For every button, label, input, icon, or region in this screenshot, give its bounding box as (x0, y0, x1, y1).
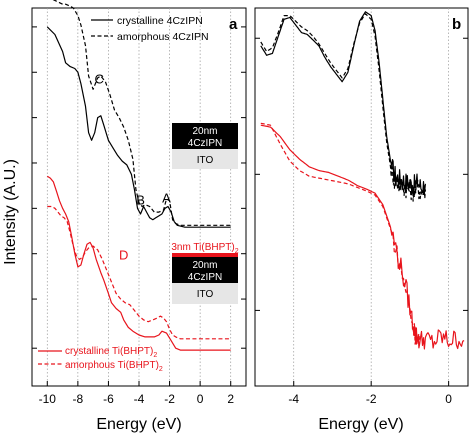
panel-b-series-crystalline-ti-bhpt-2 (260, 124, 465, 350)
annotation-c: C (95, 72, 104, 87)
panel-b-series-crystalline-4czipn (260, 11, 426, 196)
legend-bottom: crystalline Ti(BHPT)2 amorphous Ti(BHPT)… (38, 346, 163, 373)
stack2-4czipn-layer (172, 257, 238, 283)
panel-b-x-tick-labels: -4 -2 0 (288, 392, 452, 406)
panel-a: -10 -8 -6 -4 -2 0 2 Energy (eV) a crystalline … (31, 0, 247, 433)
panel-a-x-tick-label: -2 (164, 392, 175, 406)
stack1-4czipn-material: 4CzIPN (188, 138, 222, 149)
panel-b-gridlines (293, 8, 449, 386)
stack1-4czipn-thickness: 20nm (192, 126, 217, 137)
legend-top: crystalline 4CzIPN amorphous 4CzIPN (91, 15, 209, 43)
legend-label-crystalline-4czipn: crystalline 4CzIPN (117, 15, 203, 27)
panel-a-annotations: A B C D (95, 72, 172, 263)
panel-a-x-tick-label: -10 (39, 392, 57, 406)
panel-b-x-tick-label: -4 (288, 392, 299, 406)
panel-a-x-tick-labels: -10 -8 -6 -4 -2 0 2 (39, 392, 235, 406)
shared-y-axis-label: Intensity (A.U.) (2, 159, 19, 265)
panel-a-series-amorphous-4czipn (52, 0, 231, 226)
legend-label-amorphous-tibhpt: amorphous Ti(BHPT)2 (65, 360, 163, 373)
panel-b-series (260, 11, 465, 350)
panel-a-x-tick-label: -6 (103, 392, 114, 406)
stack2-tibhpt-layer (172, 253, 238, 257)
stack2-ito-label: ITO (197, 289, 214, 300)
panel-b-series-amorphous-4czipn (260, 13, 426, 202)
device-stack-1: 20nm 4CzIPN ITO (172, 123, 238, 169)
annotation-d: D (119, 247, 128, 262)
panel-a-series-crystalline-4czipn (46, 26, 231, 228)
stack2-4czipn-material: 4CzIPN (188, 272, 222, 283)
panel-b-ticks (255, 37, 468, 386)
panel-a-x-tick-label: 0 (197, 392, 204, 406)
panel-b-x-tick-label: 0 (445, 392, 452, 406)
device-stack-2: 3nm Ti(BHPT)2 20nm 4CzIPN ITO (171, 242, 239, 304)
panel-a-ticks (32, 26, 246, 386)
stack2-4czipn-thickness: 20nm (192, 260, 217, 271)
legend-label-crystalline-tibhpt: crystalline Ti(BHPT)2 (65, 346, 157, 359)
legend-label-amorphous-4czipn: amorphous 4CzIPN (117, 31, 209, 43)
panel-b-x-axis-label: Energy (eV) (318, 416, 403, 433)
panel-b-label: b (452, 16, 461, 33)
panel-a-gridlines (46, 8, 232, 386)
panel-a-x-tick-label: -8 (73, 392, 84, 406)
annotation-b: B (136, 193, 145, 208)
annotation-a: A (162, 191, 171, 206)
panel-b-series-amorphous-ti-bhpt-2 (260, 122, 421, 347)
panel-a-series (46, 0, 231, 351)
panel-b-x-tick-label: -2 (366, 392, 377, 406)
stack2-tibhpt-label: 3nm Ti(BHPT)2 (171, 242, 238, 255)
stack2-ito-layer (172, 283, 238, 304)
panel-a-series-amorphous-ti-bhpt-2 (47, 205, 231, 340)
panel-a-x-axis-label: Energy (eV) (96, 416, 181, 433)
panel-b: -4 -2 0 Energy (eV) b (254, 7, 469, 433)
stack1-ito-layer (172, 149, 238, 169)
stack1-4czipn-layer (172, 123, 238, 149)
panel-a-x-tick-label: 2 (227, 392, 234, 406)
stack1-ito-label: ITO (197, 155, 214, 166)
panel-b-frame (254, 7, 469, 387)
panel-a-series-crystalline-ti-bhpt-2 (46, 175, 231, 351)
panel-a-x-tick-label: -4 (134, 392, 145, 406)
panel-a-label: a (229, 16, 238, 33)
